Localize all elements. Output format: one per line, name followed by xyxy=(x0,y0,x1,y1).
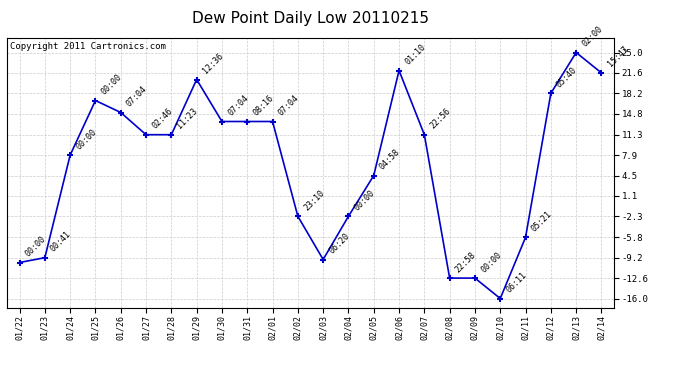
Text: 01:10: 01:10 xyxy=(403,42,427,66)
Text: 06:11: 06:11 xyxy=(504,270,529,294)
Text: 07:04: 07:04 xyxy=(226,93,250,117)
Text: 07:04: 07:04 xyxy=(277,93,301,117)
Text: 08:16: 08:16 xyxy=(251,93,275,117)
Text: 22:56: 22:56 xyxy=(428,106,453,130)
Text: 05:21: 05:21 xyxy=(530,209,554,233)
Text: 06:20: 06:20 xyxy=(327,231,351,255)
Text: 02:46: 02:46 xyxy=(150,106,175,130)
Text: 15:47: 15:47 xyxy=(606,45,630,69)
Text: 04:58: 04:58 xyxy=(378,147,402,171)
Text: 07:04: 07:04 xyxy=(125,84,149,108)
Text: 00:00: 00:00 xyxy=(479,250,503,274)
Text: 00:00: 00:00 xyxy=(99,72,124,96)
Text: 23:10: 23:10 xyxy=(302,188,326,212)
Text: 00:41: 00:41 xyxy=(49,230,73,254)
Text: Copyright 2011 Cartronics.com: Copyright 2011 Cartronics.com xyxy=(10,42,166,51)
Text: 05:40: 05:40 xyxy=(555,65,579,89)
Text: 00:00: 00:00 xyxy=(23,234,48,258)
Text: 11:23: 11:23 xyxy=(175,106,199,130)
Text: Dew Point Daily Low 20110215: Dew Point Daily Low 20110215 xyxy=(192,11,429,26)
Text: 22:58: 22:58 xyxy=(454,250,478,274)
Text: 00:00: 00:00 xyxy=(75,127,99,151)
Text: 00:00: 00:00 xyxy=(353,188,377,212)
Text: 12:36: 12:36 xyxy=(201,51,225,75)
Text: 02:00: 02:00 xyxy=(580,24,604,48)
